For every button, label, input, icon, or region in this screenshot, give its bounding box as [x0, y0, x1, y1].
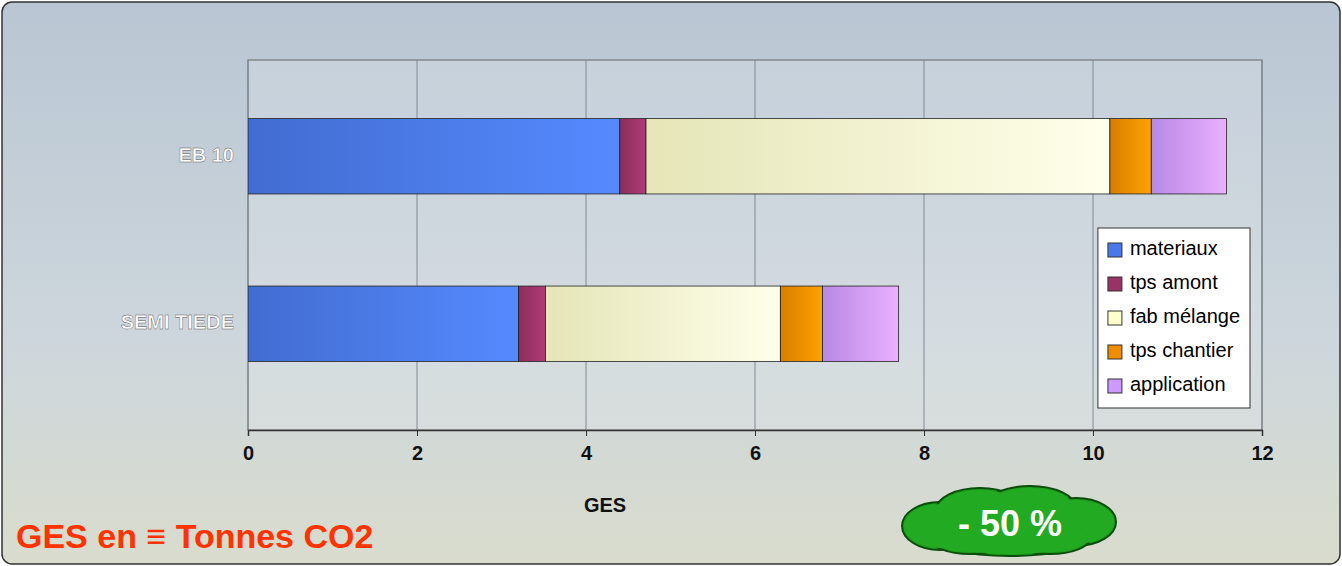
tick-label: 12 — [1251, 442, 1273, 464]
legend-item: fab mélange — [1108, 305, 1240, 327]
grid-line — [586, 60, 587, 430]
chart: EB 10 SEMI TIEDE 0 2 4 6 8 10 12 GES GES en ≡ Tonn… — [0, 0, 1342, 566]
grid-line — [417, 60, 418, 430]
tick-mark — [417, 430, 418, 436]
tick-label: 4 — [581, 442, 593, 464]
bar-segment — [1110, 119, 1151, 194]
grid-line — [248, 60, 249, 430]
tick: 0 — [243, 430, 254, 464]
tick: 6 — [750, 430, 761, 464]
bar-segment — [248, 286, 518, 361]
tick-label: 6 — [750, 442, 761, 464]
tick-label: 2 — [412, 442, 423, 464]
bar-segment — [823, 286, 899, 361]
legend-swatch — [1108, 243, 1122, 257]
grid-line — [1262, 60, 1263, 430]
category-label: SEMI TIEDE — [121, 311, 234, 333]
bar-segment — [620, 119, 646, 194]
axis-line — [249, 431, 1263, 437]
background — [2, 2, 1340, 564]
tick-mark — [1262, 430, 1263, 436]
grid-line — [924, 60, 925, 430]
category-labels: EB 10 SEMI TIEDE — [121, 144, 234, 333]
legend-box — [1098, 228, 1250, 408]
legend-swatch — [1108, 277, 1122, 291]
legend-label: tps chantier — [1130, 339, 1234, 361]
legend-label: tps amont — [1130, 271, 1218, 293]
bar-segment — [518, 286, 545, 361]
bar-segment — [545, 286, 780, 361]
legend-item: tps amont — [1108, 271, 1218, 293]
tick: 4 — [581, 430, 593, 464]
tick-mark — [924, 430, 925, 436]
category-label: EB 10 — [178, 144, 234, 166]
tick-mark — [755, 430, 756, 436]
cloud — [902, 486, 1116, 556]
legend-label: application — [1130, 373, 1226, 395]
tick-label: 8 — [919, 442, 930, 464]
legend-item: application — [1108, 373, 1226, 395]
bar-segment — [646, 119, 1110, 194]
legend-item: tps chantier — [1108, 339, 1234, 361]
legend: materiaux tps amont fab mélange tps chantie… — [1098, 228, 1250, 408]
tick: 10 — [1082, 430, 1104, 464]
legend-swatch — [1108, 345, 1122, 359]
annotation: - 50 % — [958, 503, 1062, 544]
axis-title: GES — [584, 494, 626, 516]
bar-segment — [1151, 119, 1226, 194]
tick-label: 0 — [243, 442, 254, 464]
grid-line — [1093, 60, 1094, 430]
tick-label: 10 — [1082, 442, 1104, 464]
legend-item: materiaux — [1108, 237, 1218, 259]
legend-label: materiaux — [1130, 237, 1218, 259]
tick-mark — [248, 430, 249, 436]
bar-segment — [780, 286, 822, 361]
grid — [248, 60, 1262, 430]
annotation: GES en ≡ Tonnes CO2 — [16, 517, 373, 555]
grid-line — [755, 60, 756, 430]
tick: 2 — [412, 430, 423, 464]
legend-swatch — [1108, 311, 1122, 325]
legend-swatch — [1108, 379, 1122, 393]
tick-mark — [586, 430, 587, 436]
tick-mark — [1093, 430, 1094, 436]
tick: 12 — [1251, 430, 1273, 464]
bars — [248, 119, 1227, 362]
x-axis: 0 2 4 6 8 10 12 — [243, 430, 1274, 464]
tick: 8 — [919, 430, 930, 464]
bar-segment — [248, 119, 620, 194]
plot-frame — [248, 60, 1262, 430]
legend-label: fab mélange — [1130, 305, 1240, 327]
